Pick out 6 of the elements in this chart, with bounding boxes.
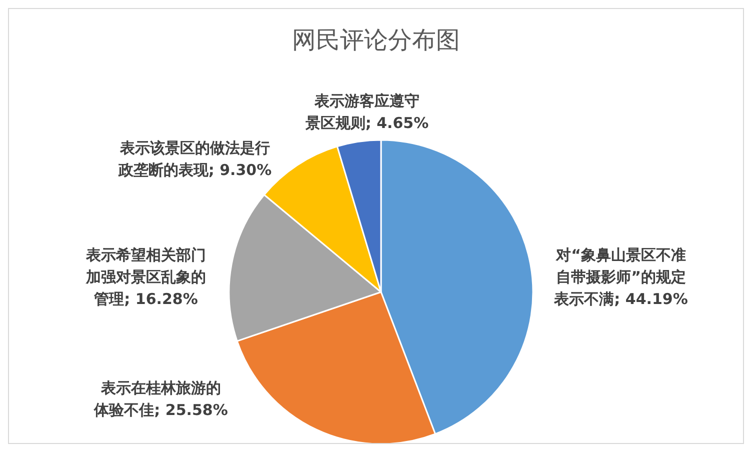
chart-title: 网民评论分布图	[292, 26, 460, 54]
slice-label: 表示该景区的做法是行政垄断的表现; 9.30%	[117, 139, 272, 179]
slice-label: 表示游客应遵守景区规则; 4.65%	[304, 92, 429, 132]
slice-label: 表示在桂林旅游的体验不佳; 25.58%	[93, 379, 228, 419]
slice-label: 对“象鼻山景区不准自带摄影师”的规定表示不满; 44.19%	[553, 246, 688, 308]
slice-label: 表示希望相关部门加强对景区乱象的管理; 16.28%	[85, 246, 206, 308]
